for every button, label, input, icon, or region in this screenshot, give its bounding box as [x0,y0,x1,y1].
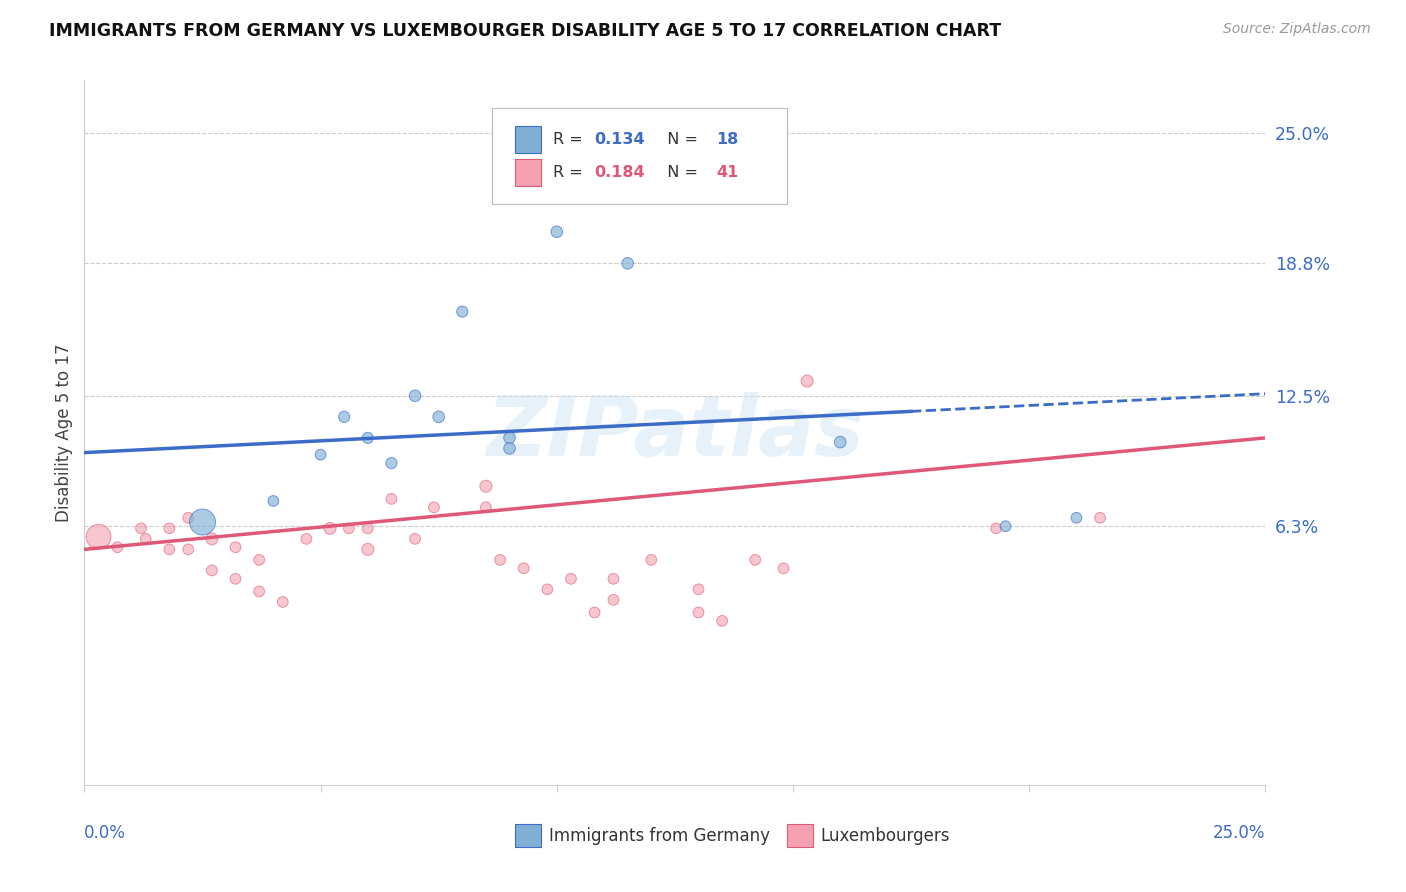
Point [177,511,200,525]
Point [404,532,426,546]
Point [830,435,852,450]
Point [319,521,342,535]
Point [357,542,380,557]
Point [489,553,512,567]
Text: 0.0%: 0.0% [84,824,127,842]
Point [560,572,582,586]
Text: 25.0%: 25.0% [1213,824,1265,842]
Point [583,606,606,620]
Point [107,541,129,555]
Point [602,592,624,607]
Point [201,532,224,546]
Point [225,572,247,586]
Point [451,304,474,318]
FancyBboxPatch shape [516,824,541,847]
Text: Luxembourgers: Luxembourgers [820,827,949,845]
Point [546,225,568,239]
Point [744,553,766,567]
Point [602,572,624,586]
Text: Immigrants from Germany: Immigrants from Germany [548,827,769,845]
Point [380,456,402,470]
Point [796,374,818,388]
Text: R =: R = [553,132,588,147]
Point [247,553,270,567]
Point [994,519,1017,533]
Point [536,582,558,597]
Text: 0.184: 0.184 [595,165,645,180]
Point [711,614,734,628]
Point [357,431,380,445]
Point [157,542,180,557]
Text: 18: 18 [716,132,738,147]
Point [87,530,110,544]
FancyBboxPatch shape [516,126,541,153]
Point [423,500,446,515]
Text: N =: N = [657,132,703,147]
Point [177,542,200,557]
Point [201,563,224,577]
Text: 0.134: 0.134 [595,132,645,147]
Text: IMMIGRANTS FROM GERMANY VS LUXEMBOURGER DISABILITY AGE 5 TO 17 CORRELATION CHART: IMMIGRANTS FROM GERMANY VS LUXEMBOURGER … [49,22,1001,40]
Point [640,553,662,567]
Point [512,561,534,575]
Point [225,541,247,555]
Point [616,256,638,270]
Point [1088,511,1111,525]
Point [135,532,157,546]
Y-axis label: Disability Age 5 to 17: Disability Age 5 to 17 [55,343,73,522]
FancyBboxPatch shape [492,109,787,203]
Point [984,521,1007,535]
Point [475,479,498,493]
Point [522,168,544,182]
FancyBboxPatch shape [787,824,813,847]
Point [129,521,152,535]
Text: N =: N = [657,165,703,180]
Text: 41: 41 [716,165,738,180]
Point [157,521,180,535]
Point [498,431,520,445]
Point [295,532,318,546]
Text: Source: ZipAtlas.com: Source: ZipAtlas.com [1223,22,1371,37]
Text: R =: R = [553,165,588,180]
Point [380,491,402,506]
Point [688,606,710,620]
Text: ZIPatlas: ZIPatlas [486,392,863,473]
Point [404,389,426,403]
Point [191,515,214,529]
Point [357,521,380,535]
Point [262,494,284,508]
Point [1066,511,1088,525]
FancyBboxPatch shape [516,159,541,186]
Point [271,595,294,609]
Point [427,409,450,424]
Point [337,521,360,535]
Point [247,584,270,599]
Point [498,442,520,456]
Point [333,409,356,424]
Point [688,582,710,597]
Point [772,561,794,575]
Point [309,448,332,462]
Point [475,500,498,515]
